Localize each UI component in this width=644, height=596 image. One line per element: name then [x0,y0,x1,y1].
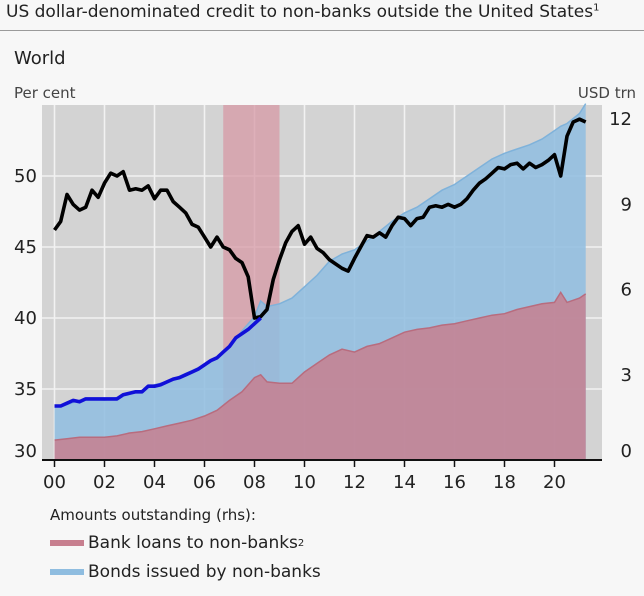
y-right-tick-label: 6 [621,280,632,301]
line-share-black [53,117,587,320]
x-tick-label: 18 [493,472,516,493]
x-tick-label: 10 [293,472,316,493]
y-left-tick-label: 50 [14,166,37,187]
y-left-tick-label: 30 [14,441,37,462]
chart-svg: 00 02 04 06 08 10 12 14 16 18 20 30 35 40 45 50 0 3 6 9 12 [14,103,632,493]
x-tick-label: 20 [543,472,566,493]
y-right-tick-label: 12 [609,109,632,130]
legend-footnote-marker: 2 [297,537,305,549]
y-right-tick-label: 9 [621,194,632,215]
x-tick-label: 16 [443,472,466,493]
legend-swatch-bank-loans [50,540,84,546]
x-tick-label: 00 [43,472,66,493]
chart-title: US dollar-denominated credit to non-bank… [6,2,600,22]
right-axis-unit: USD trn [577,84,636,102]
x-tick-label: 12 [343,472,366,493]
legend-heading: Amounts outstanding (rhs): [50,506,256,524]
legend-label-bank-loans: Bank loans to non-banks [88,533,298,553]
y-right-tick-label: 0 [621,441,632,462]
chart-subtitle: World [14,48,66,69]
x-tick-label: 04 [143,472,166,493]
y-right-tick-label: 3 [621,365,632,386]
line-share-blue [54,316,262,408]
area-bank-loans [54,292,586,460]
y-left-tick-label: 40 [14,308,37,329]
x-tick-label: 08 [243,472,266,493]
title-divider [0,30,644,31]
title-footnote-marker: 1 [593,2,600,14]
legend-swatch-bonds [50,569,84,575]
y-left-tick-label: 45 [14,237,37,258]
y-left-tick-label: 35 [14,379,37,400]
x-tick-label: 14 [393,472,416,493]
legend-label-bonds: Bonds issued by non-banks [88,562,321,582]
x-tick-label: 06 [193,472,216,493]
area-edge-bank-loans [54,290,587,441]
legend-item-bonds: Bonds issued by non-banks [50,562,321,582]
x-tick-label: 02 [93,472,116,493]
left-axis-unit: Per cent [14,84,76,102]
legend-item-bank-loans: Bank loans to non-banks 2 [50,533,304,553]
